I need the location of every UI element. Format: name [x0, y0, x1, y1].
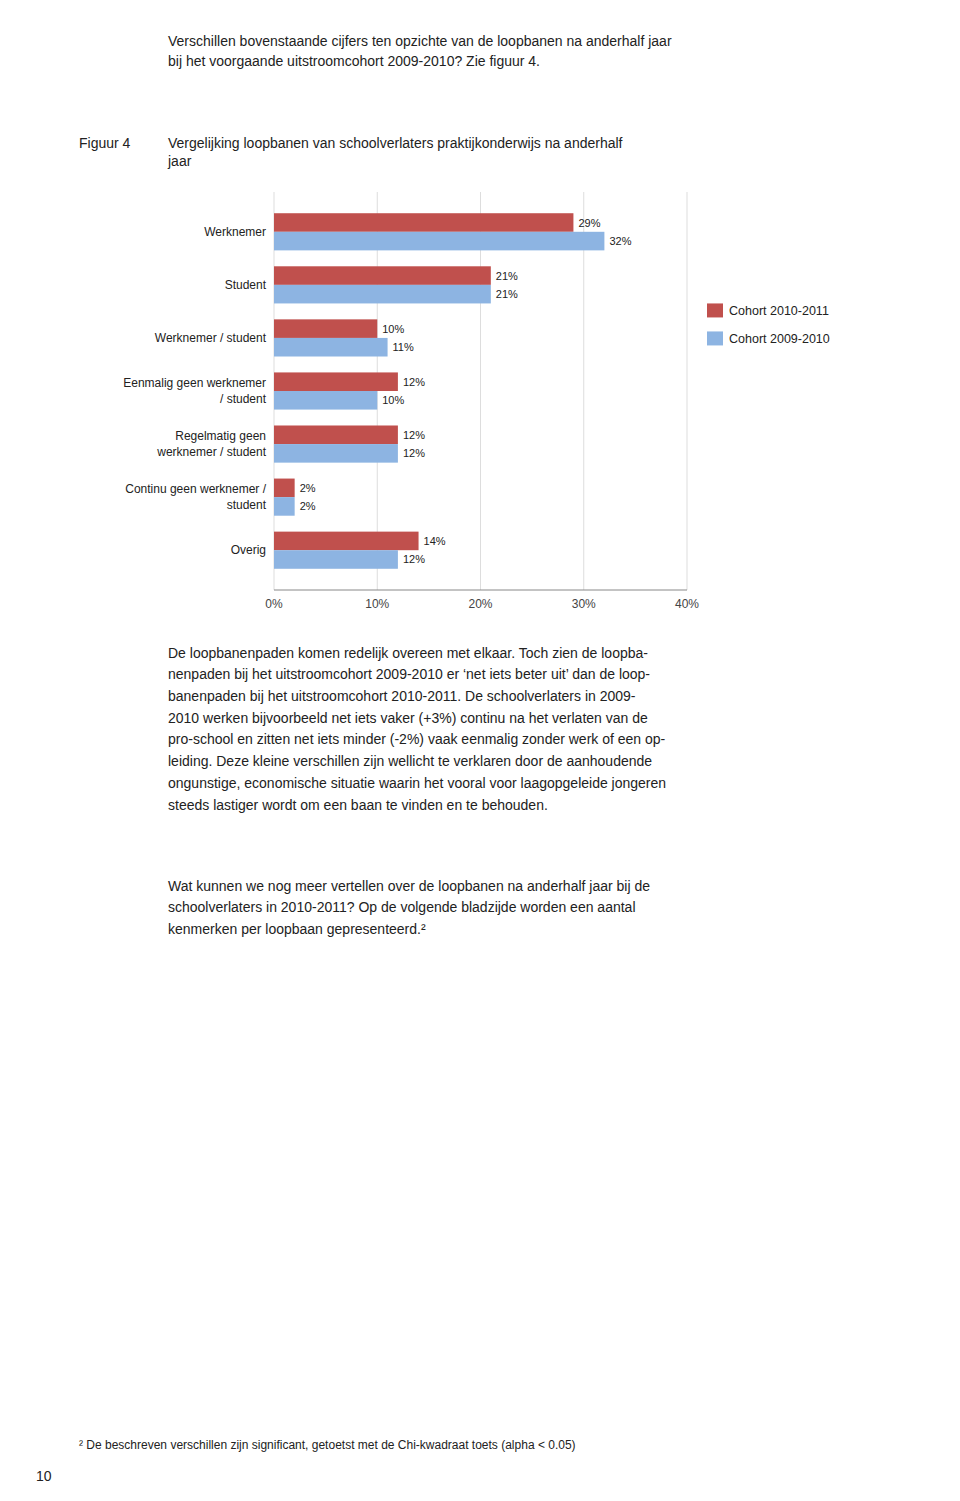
category-label: Continu geen werknemer /student [125, 482, 266, 512]
grid-line [687, 192, 688, 590]
bar [274, 319, 377, 338]
bar [274, 550, 398, 569]
figure-label: Figuur 4 [79, 135, 131, 151]
page-number: 10 [36, 1468, 52, 1484]
axes: 0% 10% 20% 30% 40% [265, 192, 699, 611]
legend-swatch [707, 331, 723, 345]
data-label: 14% [424, 535, 446, 547]
body-text: Wat kunnen we nog meer vertellen over de… [168, 878, 650, 937]
category-label: Werknemer / student [155, 331, 267, 345]
data-label: 2% [300, 482, 316, 494]
x-tick-label: 20% [468, 597, 492, 611]
x-tick-label: 40% [675, 597, 699, 611]
bar [274, 444, 398, 463]
footnote: ² De beschreven verschillen zijn signifi… [79, 1438, 576, 1452]
x-tick-label: 0% [265, 597, 283, 611]
bar [274, 391, 377, 410]
data-label: 12% [403, 429, 425, 441]
bar [274, 338, 388, 357]
data-label: 32% [609, 235, 631, 247]
grid-line [583, 192, 584, 590]
bar [274, 232, 604, 251]
legend-swatch [707, 303, 723, 317]
data-label: 10% [382, 323, 404, 335]
data-label: 12% [403, 376, 425, 388]
data-label: 2% [300, 500, 316, 512]
bar [274, 213, 573, 232]
category-label: Werknemer [204, 225, 266, 239]
intro-text: Verschillen bovenstaande cijfers ten opz… [168, 33, 672, 69]
bar [274, 532, 419, 551]
legend-label: Cohort 2009-2010 [729, 332, 830, 346]
bar [274, 285, 491, 304]
data-label: 12% [403, 553, 425, 565]
category-label: Overig [231, 543, 266, 557]
grid-line [480, 192, 481, 590]
bar [274, 372, 398, 391]
data-label: 21% [496, 288, 518, 300]
data-label: 29% [578, 217, 600, 229]
bar [274, 425, 398, 444]
category-label: Eenmalig geen werknemer/ student [123, 376, 266, 406]
x-axis-line [274, 590, 687, 591]
x-tick-label: 10% [365, 597, 389, 611]
page: Verschillen bovenstaande cijfers ten opz… [0, 0, 960, 1501]
bars [274, 213, 604, 569]
data-label: 10% [382, 394, 404, 406]
chart-title: Vergelijking loopbanen van schoolverlate… [167, 135, 623, 169]
data-label: 11% [393, 341, 414, 353]
data-label: 21% [496, 270, 518, 282]
legend-label: Cohort 2010-2011 [729, 304, 829, 318]
labels: Werknemer 29% 32% Student 21% 21% Werknemer / … [123, 217, 631, 566]
category-label: Regelmatig geenwerknemer / student [156, 429, 266, 459]
legend: Cohort 2010-2011 Cohort 2009-2010 [707, 303, 830, 346]
bar [274, 497, 295, 516]
body-text: De loopbanenpaden komen redelijk overeen… [168, 645, 666, 813]
bar [274, 266, 491, 285]
bar [274, 479, 295, 498]
category-label: Student [225, 278, 267, 292]
x-tick-label: 30% [572, 597, 596, 611]
data-label: 12% [403, 447, 425, 459]
